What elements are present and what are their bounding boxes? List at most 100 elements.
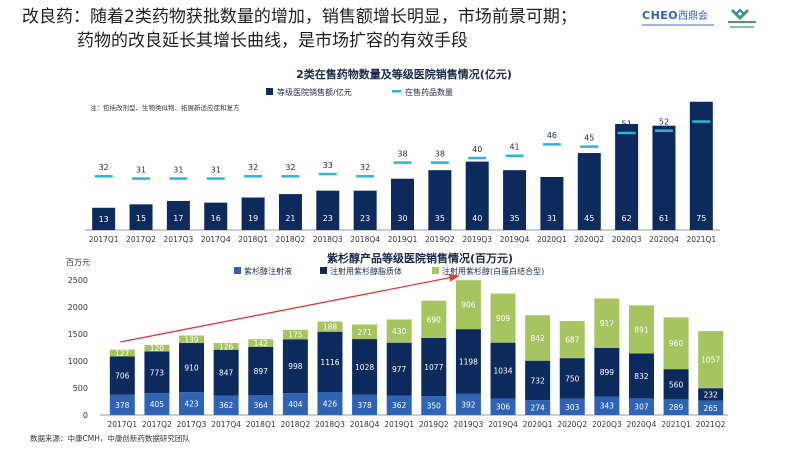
stack-segment xyxy=(421,300,447,338)
stack-segment-label: 392 xyxy=(461,400,476,409)
stack-segment-label: 362 xyxy=(219,401,234,410)
count-marker-label: 33 xyxy=(323,161,333,170)
stack-segment xyxy=(421,396,447,415)
stack-segment xyxy=(317,331,343,392)
svg-text:西鼎会: 西鼎会 xyxy=(678,9,708,22)
stack-segment xyxy=(213,342,239,350)
stack-segment xyxy=(490,398,516,415)
stack-segment xyxy=(386,395,412,415)
cheo-logo-icon: CHEO 西鼎会 xyxy=(642,9,714,26)
stack-segment xyxy=(594,347,620,397)
stack-segment xyxy=(525,360,551,401)
chart2-x-tick-label: 2020Q2 xyxy=(557,420,587,429)
legend-swatch-series xyxy=(432,267,439,274)
stack-segment xyxy=(628,305,654,354)
chart2-y-tick-label: 500 xyxy=(73,384,88,393)
stack-segment-label: 560 xyxy=(669,380,684,389)
stack-segment xyxy=(559,398,585,415)
stack-segment xyxy=(386,319,412,343)
chart2-x-tick-label: 2017Q3 xyxy=(177,420,207,429)
chart1-title: 2类在售药物数量及等级医院销售情况(亿元) xyxy=(296,68,512,81)
stack-segment-label: 690 xyxy=(427,315,442,324)
count-marker xyxy=(206,177,225,180)
stack-segment xyxy=(248,346,274,396)
stack-segment xyxy=(179,335,205,344)
stack-segment-label: 307 xyxy=(634,403,649,412)
count-marker xyxy=(430,161,449,164)
stack-segment xyxy=(663,369,689,400)
sales-bar xyxy=(353,190,377,230)
count-marker-label: 32 xyxy=(248,163,258,172)
stack-segment xyxy=(109,394,135,415)
sales-bar-label: 17 xyxy=(173,214,183,223)
stack-segment-label: 706 xyxy=(115,372,130,381)
count-marker-label: 32 xyxy=(360,163,370,172)
stack-segment xyxy=(282,393,308,415)
stack-segment xyxy=(455,280,481,330)
stack-segment-label: 126 xyxy=(219,342,234,351)
chart2-y-tick-label: 1500 xyxy=(68,330,88,339)
stack-segment-label: 842 xyxy=(530,334,545,343)
stack-segment-label: 687 xyxy=(565,336,580,345)
chart1-x-tick-label: 2019Q2 xyxy=(425,235,455,244)
stack-segment xyxy=(455,393,481,415)
stack-segment xyxy=(525,400,551,415)
chart1-x-tick-label: 2020Q1 xyxy=(537,235,567,244)
chart1-x-tick-label: 2018Q1 xyxy=(238,235,268,244)
chart2-y-tick-label: 0 xyxy=(83,411,88,420)
stack-segment xyxy=(698,331,724,389)
sales-bar xyxy=(689,101,713,230)
stack-segment-label: 891 xyxy=(634,325,649,334)
chart1-note: 注：包括改剂型、生物类似物、拓展新适应症和复方 xyxy=(90,103,240,112)
stack-segment-label: 188 xyxy=(323,323,338,332)
count-marker xyxy=(393,161,412,164)
stack-segment-label: 271 xyxy=(357,328,372,337)
stack-segment-label: 303 xyxy=(565,403,580,412)
sales-bar-label: 23 xyxy=(360,214,370,223)
chart2-y-tick-label: 1000 xyxy=(68,357,88,366)
chart2-y-tick-label: 2500 xyxy=(68,276,88,285)
count-marker xyxy=(132,177,151,180)
stack-segment xyxy=(213,349,239,396)
stack-segment-label: 306 xyxy=(496,403,511,412)
stack-segment xyxy=(282,339,308,394)
stack-segment-label: 897 xyxy=(254,367,269,376)
sales-bar xyxy=(278,194,302,230)
chart1-x-tick-label: 2020Q2 xyxy=(574,235,604,244)
chart1-x-tick-label: 2018Q4 xyxy=(350,235,380,244)
headline: 改良药：随着2类药物获批数量的增加，销售额增长明显，市场前景可期； 药物的改良延… xyxy=(22,5,577,53)
stack-segment-label: 906 xyxy=(461,301,476,310)
legend-label-sales: 等级医院销售额/亿元 xyxy=(277,87,352,97)
stack-segment xyxy=(490,293,516,343)
legend-label-series: 注射用紫杉醇(白蛋白结合型) xyxy=(442,266,544,276)
stack-segment-label: 1057 xyxy=(701,356,720,365)
chart2-x-tick-label: 2017Q4 xyxy=(211,420,241,429)
sales-bar-label: 30 xyxy=(397,214,407,223)
sales-bar-label: 35 xyxy=(435,214,445,223)
stack-segment-label: 343 xyxy=(600,402,615,411)
chart1-x-tick-label: 2020Q4 xyxy=(649,235,679,244)
stack-segment xyxy=(628,353,654,399)
trend-arrow xyxy=(120,273,460,343)
sales-bar xyxy=(503,170,527,230)
sales-bar-label: 23 xyxy=(323,214,333,223)
stack-segment-label: 232 xyxy=(704,390,719,399)
legend-swatch-series xyxy=(234,267,241,274)
stack-segment xyxy=(525,315,551,361)
sales-bar-label: 40 xyxy=(472,214,482,223)
count-marker-label: 32 xyxy=(99,163,109,172)
chart1-x-tick-label: 2019Q4 xyxy=(500,235,530,244)
stack-segment xyxy=(455,329,481,394)
stack-segment xyxy=(352,324,378,340)
chart1-x-tick-label: 2018Q2 xyxy=(276,235,306,244)
stack-segment-label: 910 xyxy=(184,364,199,373)
sales-bar xyxy=(241,197,265,230)
legend-label-series: 注射用紫杉醇脂质体 xyxy=(330,266,402,276)
stack-segment xyxy=(179,392,205,415)
chart2-x-tick-label: 2018Q3 xyxy=(315,420,345,429)
stack-segment-label: 405 xyxy=(150,400,165,409)
count-marker xyxy=(692,120,711,123)
count-marker xyxy=(468,156,487,160)
stack-segment-label: 142 xyxy=(254,339,269,348)
sales-bar xyxy=(129,204,153,230)
